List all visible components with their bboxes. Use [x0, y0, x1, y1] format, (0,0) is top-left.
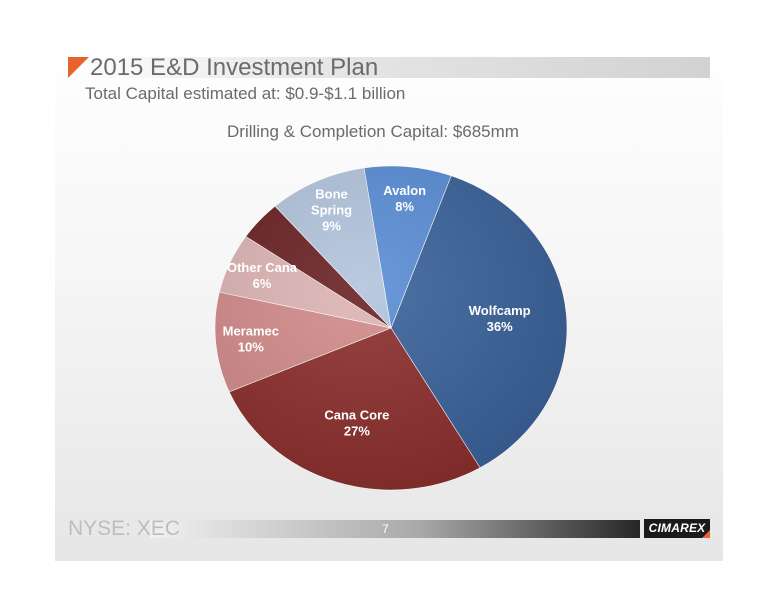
title-band: [68, 57, 710, 78]
cimarex-logo: CIMAREX: [644, 519, 710, 538]
footer-bar: [150, 520, 640, 538]
logo-text: CIMAREX: [648, 521, 706, 535]
chart-title: Drilling & Completion Capital: $685mm: [227, 122, 519, 141]
slide-title: 2015 E&D Investment Plan: [90, 54, 379, 81]
page-number: 7: [382, 522, 389, 536]
slice-value-label-cana-core: 27%: [344, 423, 370, 438]
footer-ticker: NYSE: XEC: [68, 517, 181, 540]
logo-accent-corner: [702, 530, 710, 538]
slice-name-label-other-cana: Other Cana: [227, 260, 298, 275]
slice-value-label-avalon: 8%: [395, 199, 414, 214]
slice-name-label-avalon: Avalon: [383, 183, 426, 198]
slice-value-label-meramec: 10%: [238, 340, 264, 355]
slide-subtitle: Total Capital estimated at: $0.9-$1.1 bi…: [85, 84, 406, 103]
slice-name-label-cana-core: Cana Core: [324, 407, 389, 422]
slice-value-label-wolfcamp: 36%: [487, 319, 513, 334]
title-accent-triangle: [68, 57, 89, 78]
slice-value-label-bone-spring: 9%: [322, 219, 341, 234]
slice-name-label-bone-spring: Bone: [315, 187, 348, 202]
slice-name-label-meramec: Meramec: [223, 324, 279, 339]
slice-value-label-other-cana: 6%: [253, 276, 272, 291]
slice-name-label-bone-spring: Spring: [311, 203, 352, 218]
slice-name-label-wolfcamp: Wolfcamp: [469, 303, 531, 318]
